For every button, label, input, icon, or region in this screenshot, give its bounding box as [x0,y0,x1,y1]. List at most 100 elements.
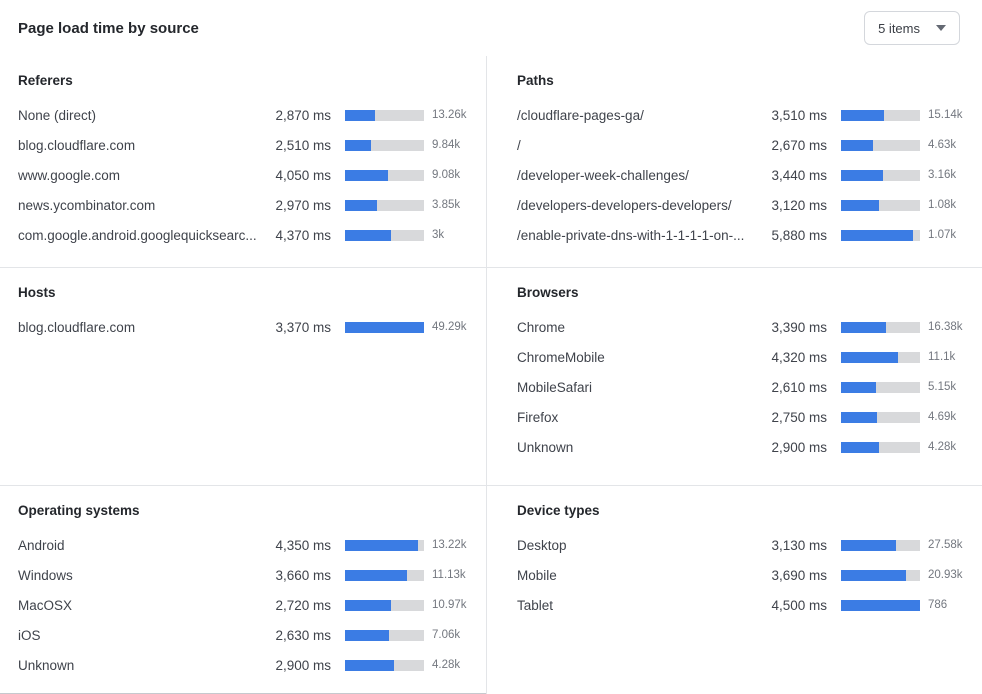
browsers-rows: Chrome 3,390 ms 16.38k ChromeMobile 4,320 ms… [517,312,976,462]
widget-header: Page load time by source 5 items [0,0,982,56]
metric-row: Android 4,350 ms 13.22k [18,530,480,560]
panel-paths: Paths /cloudflare-pages-ga/3,510 ms 15.14… [486,56,982,267]
row-bar [345,539,424,551]
row-count: 3.85k [432,199,461,211]
row-bar [345,629,424,641]
panel-operating-systems: Operating systems Android 4,350 ms 13.22k W… [0,485,486,694]
row-label: ChromeMobile [517,349,605,365]
row-ms-value: 3,120 ms [771,197,827,213]
row-bar [841,569,920,581]
row-label: /developer-week-challenges/ [517,167,689,183]
row-count: 15.14k [928,109,963,121]
row-ms-value: 3,510 ms [771,107,827,123]
row-bar-fill [841,351,898,363]
metric-row: news.ycombinator.com 2,970 ms 3.85k [18,190,480,220]
row-count: 4.28k [928,441,957,453]
row-count: 5.15k [928,381,957,393]
row-label: /enable-private-dns-with-1-1-1-1-on-... [517,227,745,243]
panel-title-hosts: Hosts [18,285,56,300]
row-label: Desktop [517,537,567,553]
panel-title-device-types: Device types [517,503,600,518]
panel-hosts: Hosts blog.cloudflare.com 3,370 ms 49.29k [0,267,486,485]
row-label: com.google.android.googlequicksearc... [18,227,257,243]
metric-row: Tablet 4,500 ms 786 [517,590,976,620]
row-bar-fill [345,659,394,671]
row-label: www.google.com [18,167,121,183]
row-bar [841,199,920,211]
row-bar [345,321,424,333]
row-label: None (direct) [18,107,97,123]
row-bar [345,109,424,121]
row-bar-fill [345,321,424,333]
row-count: 4.63k [928,139,957,151]
metric-row: www.google.com 4,050 ms 9.08k [18,160,480,190]
row-bar-fill [841,229,913,241]
row-ms-value: 2,720 ms [275,597,331,613]
panel-device-types: Device types Desktop 3,130 ms 27.58k Mobile… [486,485,982,694]
row-count: 27.58k [928,539,963,551]
panel-browsers: Browsers Chrome 3,390 ms 16.38k ChromeMobil… [486,267,982,485]
metric-row: Windows 3,660 ms 11.13k [18,560,480,590]
metric-row: MacOSX 2,720 ms 10.97k [18,590,480,620]
row-ms-value: 3,370 ms [275,319,331,335]
row-label: Windows [18,567,73,583]
row-bar-fill [841,169,883,181]
row-bar-fill [841,199,879,211]
row-bar [841,411,920,423]
items-count-dropdown[interactable]: 5 items [864,11,960,45]
page-title: Page load time by source [18,19,199,37]
row-bar [841,321,920,333]
metric-row: ChromeMobile 4,320 ms 11.1k [517,342,976,372]
row-count: 10.97k [432,599,467,611]
row-ms-value: 3,390 ms [771,319,827,335]
row-bar [345,659,424,671]
metric-row: Mobile 3,690 ms 20.93k [517,560,976,590]
device-types-rows: Desktop 3,130 ms 27.58k Mobile 3,690 ms 20.93… [517,530,976,620]
row-count: 13.26k [432,109,467,121]
paths-rows: /cloudflare-pages-ga/3,510 ms 15.14k / 2,67… [517,100,976,250]
row-bar [345,569,424,581]
panel-title-operating-systems: Operating systems [18,503,140,518]
row-count: 11.1k [928,351,956,363]
metric-row: blog.cloudflare.com 3,370 ms 49.29k [18,312,480,342]
row-bar [841,351,920,363]
row-label: Unknown [18,657,75,673]
row-ms-value: 3,130 ms [771,537,827,553]
row-ms-value: 2,670 ms [771,137,827,153]
row-label: /developers-developers-developers/ [517,197,732,213]
row-count: 9.84k [432,139,461,151]
row-count: 49.29k [432,321,467,333]
row-bar [841,139,920,151]
row-bar-fill [841,539,897,551]
row-bar-fill [345,569,407,581]
row-bar [345,139,424,151]
row-count: 3.16k [928,169,957,181]
row-count: 11.13k [432,569,466,581]
row-ms-value: 4,320 ms [771,349,827,365]
row-count: 20.93k [928,569,963,581]
row-count: 9.08k [432,169,461,181]
row-bar-fill [841,109,884,121]
row-count: 7.06k [432,629,461,641]
row-bar-fill [345,109,376,121]
metric-row: com.google.android.googlequicksearc... 4,… [18,220,480,250]
row-bar-fill [345,169,388,181]
row-label: Mobile [517,567,557,583]
row-count: 13.22k [432,539,467,551]
row-bar [841,109,920,121]
row-count: 3k [432,229,445,241]
metric-row: MobileSafari 2,610 ms 5.15k [517,372,976,402]
panel-title-browsers: Browsers [517,285,579,300]
metric-row: iOS 2,630 ms 7.06k [18,620,480,650]
metric-row: Desktop 3,130 ms 27.58k [517,530,976,560]
panel-title-paths: Paths [517,73,554,88]
row-bar-fill [841,321,887,333]
metric-row: Chrome 3,390 ms 16.38k [517,312,976,342]
row-count: 16.38k [928,321,963,333]
row-label: MobileSafari [517,379,593,395]
row-bar-fill [345,599,391,611]
row-label: / [517,137,521,153]
row-bar [841,599,920,611]
row-label: news.ycombinator.com [18,197,156,213]
row-bar-fill [345,539,419,551]
